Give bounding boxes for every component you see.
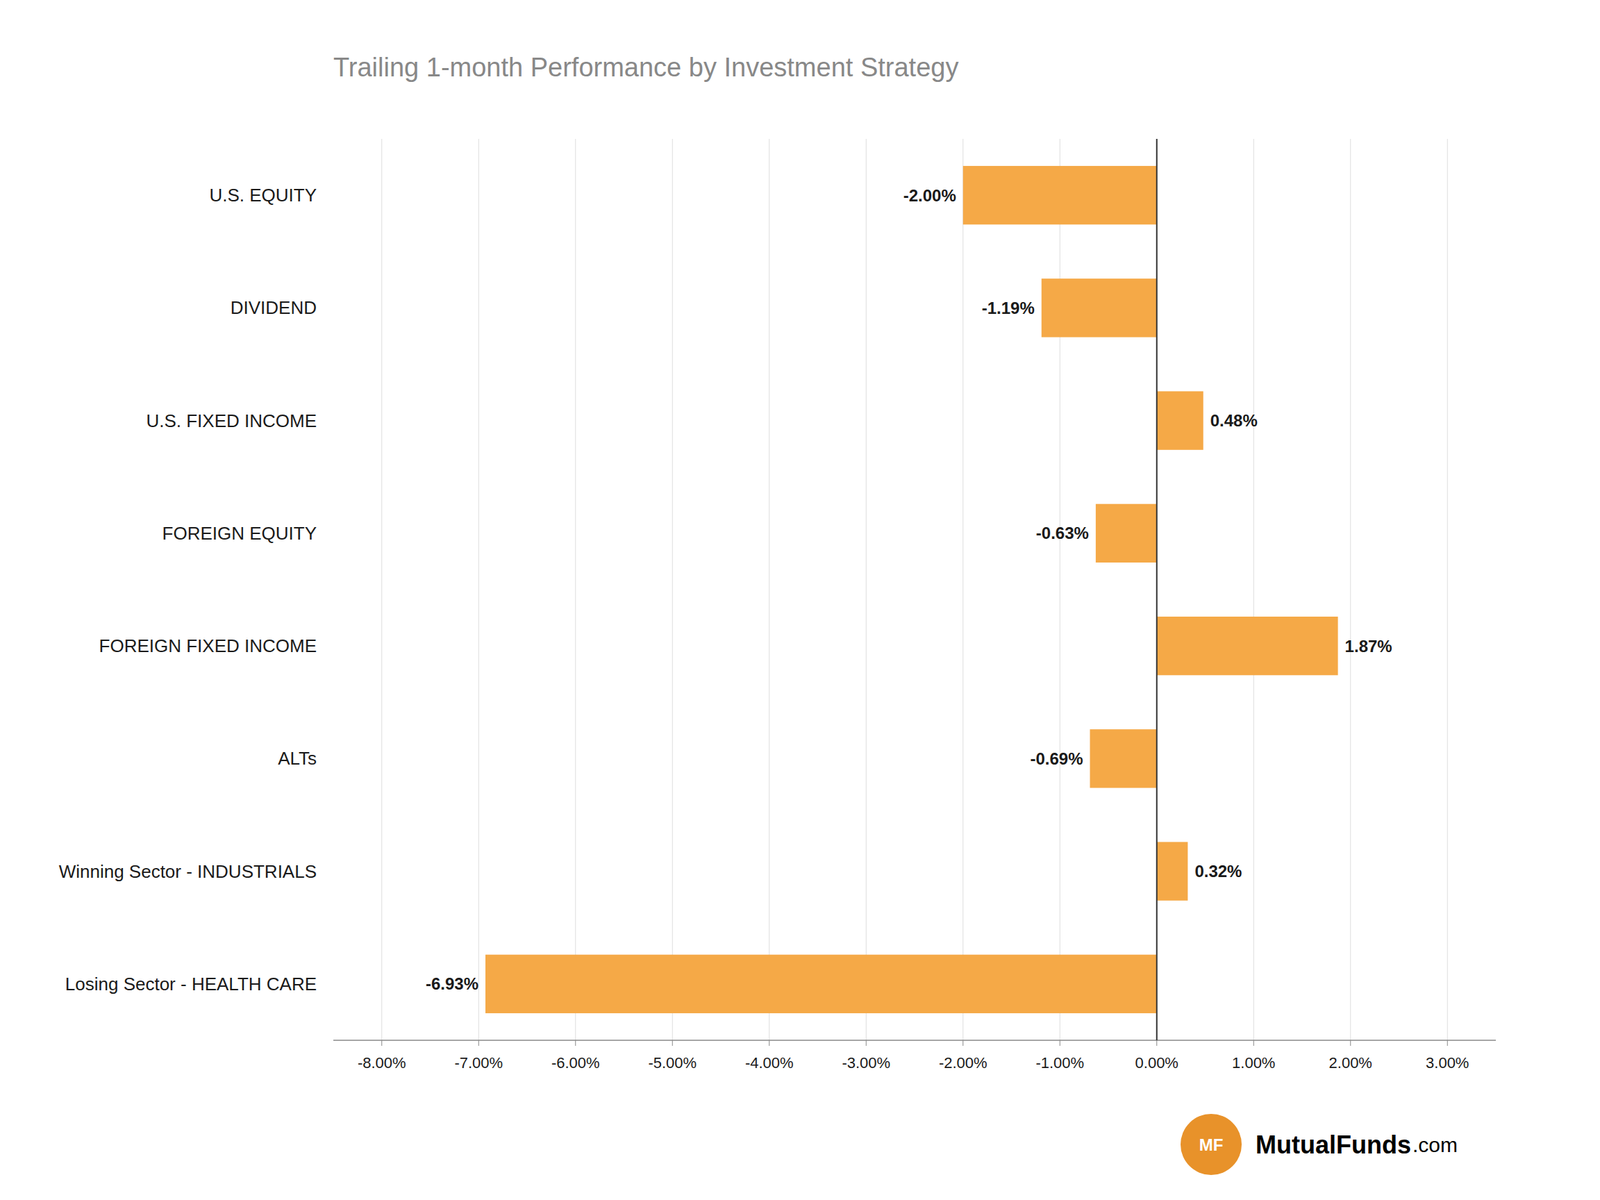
zero-line — [1156, 138, 1158, 1041]
bar — [1156, 616, 1339, 675]
category-label: Winning Sector - INDUSTRIALS — [59, 861, 317, 882]
grid-line — [672, 138, 673, 1041]
data-label: -6.93% — [425, 974, 479, 994]
bar — [1089, 729, 1157, 788]
grid-line — [1350, 138, 1351, 1041]
grid-line — [962, 138, 964, 1041]
grid-line — [1253, 138, 1255, 1041]
tick-mark — [1059, 1040, 1061, 1046]
bar — [963, 165, 1157, 225]
tick-mark — [381, 1040, 382, 1046]
tick-label: -4.00% — [745, 1054, 794, 1072]
grid-line — [1447, 138, 1448, 1041]
page: {"chart_data": { "type": "bar", "orienta… — [0, 0, 1600, 1200]
background — [0, 0, 1600, 1200]
tick-label: -2.00% — [938, 1054, 988, 1072]
category-label: DIVIDEND — [230, 297, 317, 319]
tick-mark — [672, 1040, 673, 1046]
logo: MF MutualFunds.com — [1180, 1113, 1458, 1175]
tick-mark — [865, 1040, 867, 1046]
bars — [485, 165, 1339, 1014]
grid-line — [865, 138, 867, 1041]
tick-label: -8.00% — [357, 1054, 407, 1072]
tick-label: -7.00% — [454, 1054, 503, 1072]
category-label: U.S. FIXED INCOME — [145, 410, 317, 432]
tick-mark — [478, 1040, 480, 1046]
tick-label: -1.00% — [1035, 1054, 1085, 1072]
tick-mark — [575, 1040, 576, 1046]
data-labels: -2.00% -1.19% 0.48% -0.63% 1.87% -0.69% 0.32% -… — [425, 186, 1393, 994]
grid — [381, 138, 1448, 1041]
tick-mark — [1447, 1040, 1448, 1046]
data-label: 0.48% — [1210, 411, 1258, 430]
tick-label: -5.00% — [647, 1054, 697, 1072]
bar — [1156, 390, 1204, 450]
title: Trailing 1-month Performance by Investme… — [333, 52, 959, 82]
tick-label: -3.00% — [841, 1054, 891, 1072]
x-axis-line — [333, 1039, 1496, 1041]
grid-line — [768, 138, 770, 1041]
grid-line — [1156, 138, 1157, 1041]
data-label: -0.63% — [1036, 523, 1089, 543]
data-label: 1.87% — [1345, 636, 1393, 656]
category-label: FOREIGN EQUITY — [162, 522, 317, 544]
logo-badge-text: MF — [1199, 1135, 1224, 1155]
data-label: -2.00% — [903, 186, 957, 205]
tick-label: 0.00% — [1135, 1054, 1179, 1072]
category-label: ALTs — [277, 747, 317, 769]
bar — [485, 954, 1157, 1014]
logo-badge — [1180, 1113, 1242, 1175]
bar — [1095, 504, 1157, 563]
tick-label: -6.00% — [551, 1054, 600, 1072]
grid-line — [575, 138, 576, 1041]
tick-label: 2.00% — [1329, 1054, 1373, 1072]
grid-line — [381, 138, 382, 1041]
tick-mark — [1253, 1040, 1255, 1046]
bar — [1041, 278, 1157, 337]
tick-mark — [1156, 1040, 1157, 1046]
logo-name: MutualFunds — [1255, 1130, 1412, 1160]
chart: Trailing 1-month Performance by Investme… — [0, 0, 1600, 1200]
logo-suffix: .com — [1412, 1133, 1458, 1157]
tick-mark — [768, 1040, 770, 1046]
category-label: Losing Sector - HEALTH CARE — [65, 973, 317, 995]
data-label: 0.32% — [1194, 861, 1242, 881]
tick-mark — [1350, 1040, 1351, 1046]
data-label: -1.19% — [981, 298, 1035, 318]
data-label: -0.69% — [1029, 749, 1083, 769]
grid-line — [1059, 138, 1061, 1041]
tick-label: 3.00% — [1425, 1054, 1469, 1072]
category-label: FOREIGN FIXED INCOME — [99, 635, 317, 657]
bar — [1156, 841, 1189, 900]
grid-line — [478, 138, 480, 1041]
tick-label: 1.00% — [1231, 1054, 1275, 1072]
tick-mark — [962, 1040, 964, 1046]
category-label: U.S. EQUITY — [209, 184, 317, 206]
